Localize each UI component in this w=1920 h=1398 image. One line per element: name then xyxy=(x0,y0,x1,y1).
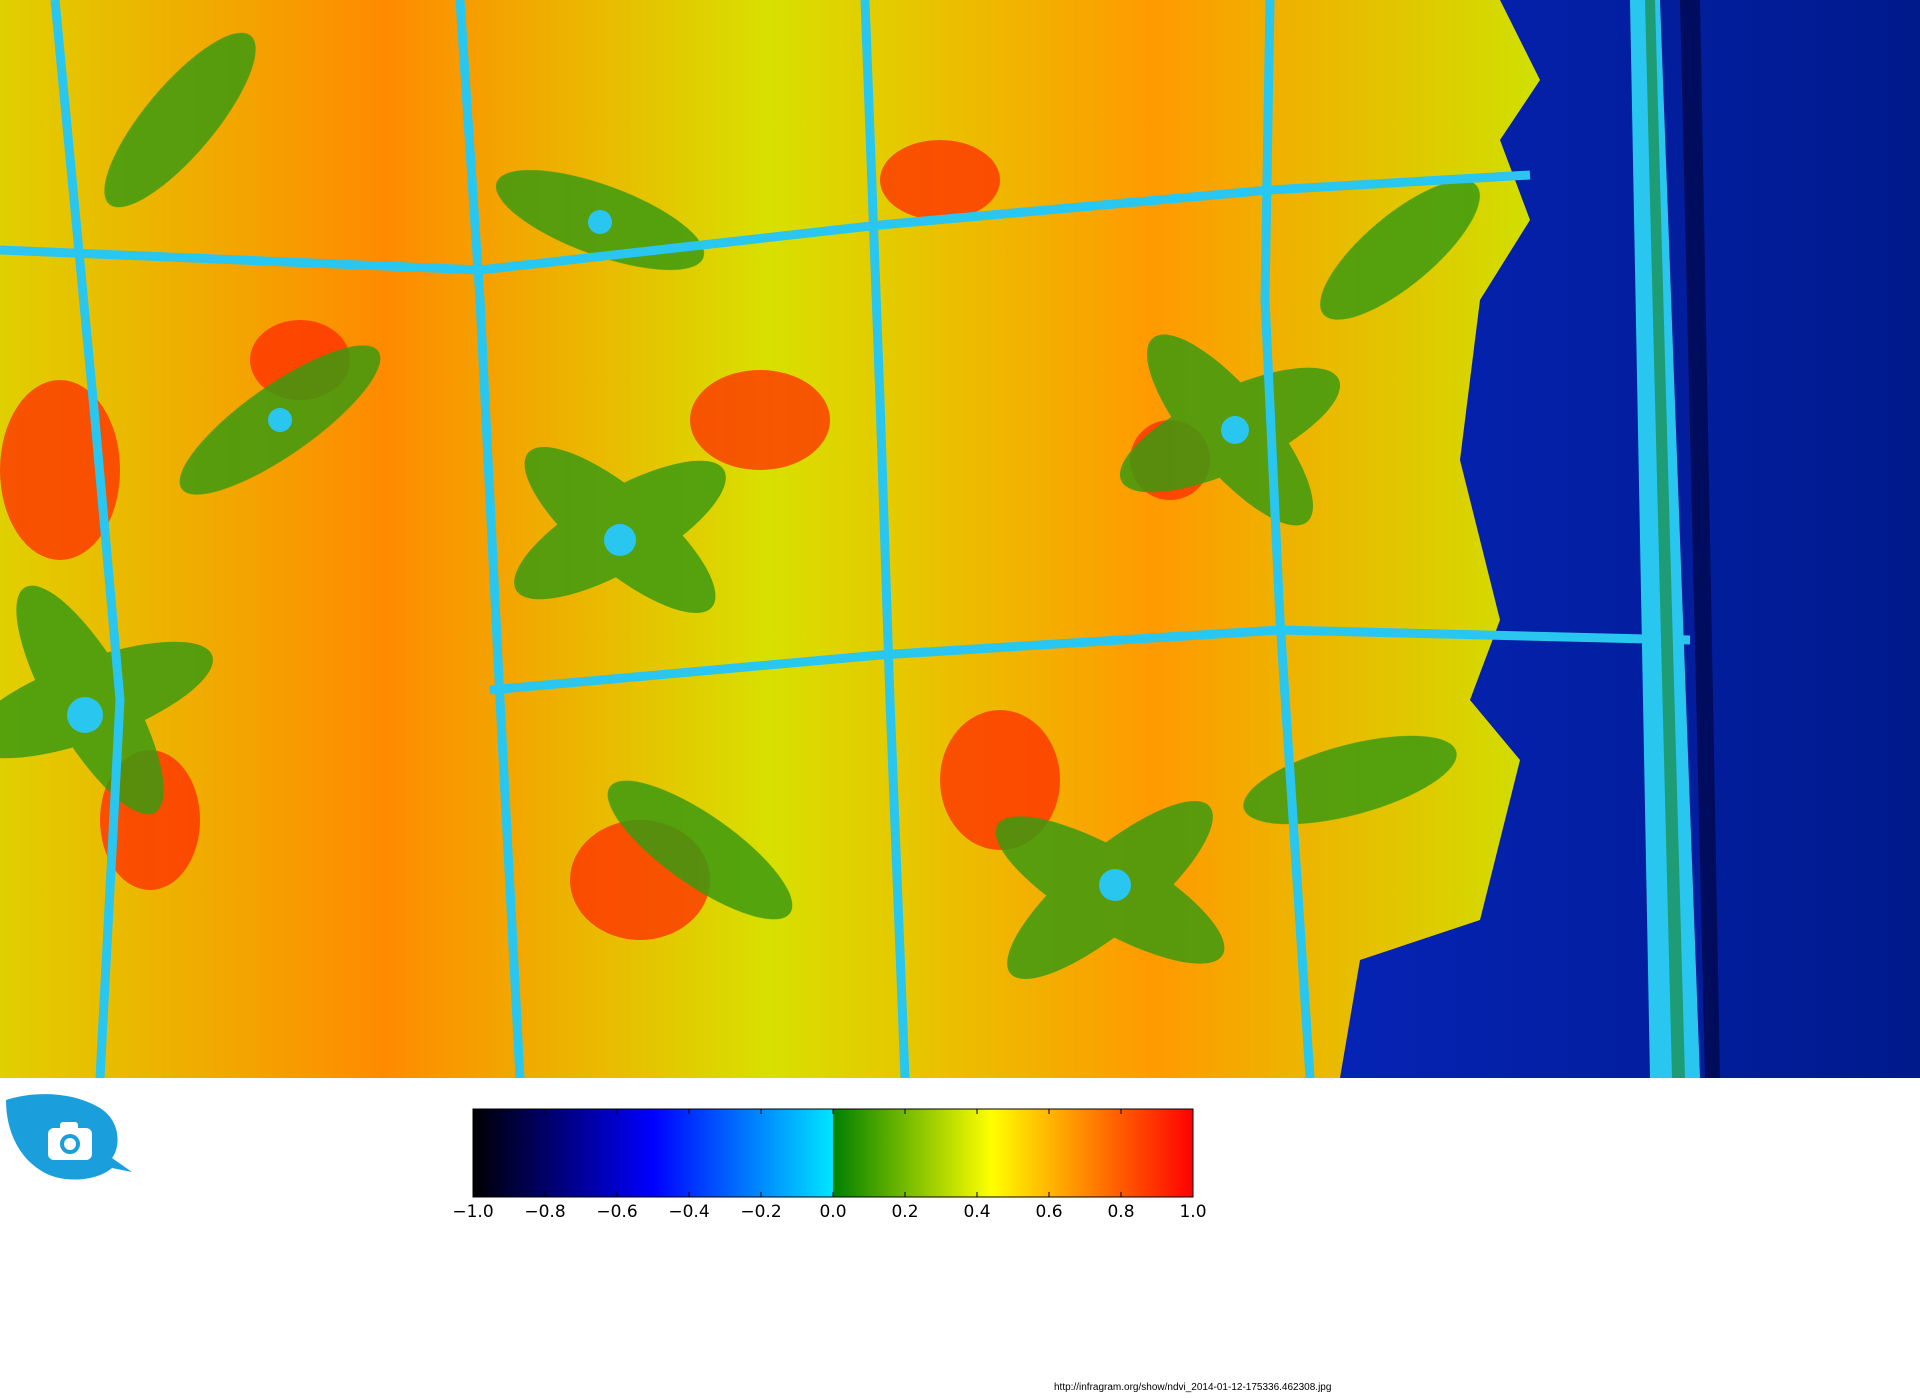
edge-shadow xyxy=(1680,0,1720,1078)
ndvi-photo-canvas xyxy=(0,0,1920,1078)
trellis-grid xyxy=(0,0,1691,1078)
infragram-logo xyxy=(0,1086,140,1194)
colorbar-tick-label: 0.2 xyxy=(891,1202,919,1222)
plant-centers xyxy=(67,210,1249,901)
colorbar-tick-label: 0.0 xyxy=(819,1202,847,1222)
colorbar-ticks xyxy=(472,1109,1194,1197)
ndvi-colorbar: −1.0 −0.8 −0.6 −0.4 −0.2 0.0 0.2 0.4 0.6 0.8 1.0 xyxy=(452,1108,1207,1222)
colorbar-tick-label: −0.8 xyxy=(524,1202,566,1222)
colorbar-tick-label: 0.4 xyxy=(963,1202,991,1222)
ndvi-photo xyxy=(0,0,1920,1078)
colorbar-tick-label: 0.8 xyxy=(1107,1202,1135,1222)
colorbar-gradient xyxy=(472,1108,1194,1198)
colorbar-canvas xyxy=(472,1108,1194,1198)
colorbar-tick-labels: −1.0 −0.8 −0.6 −0.4 −0.2 0.0 0.2 0.4 0.6 0.8 1.0 xyxy=(452,1202,1206,1222)
colorbar-tick-label: 0.6 xyxy=(1035,1202,1063,1222)
colorbar-tick-label: −0.6 xyxy=(596,1202,638,1222)
colorbar-tick-label: 1.0 xyxy=(1179,1202,1207,1222)
colorbar-tick-label: −0.2 xyxy=(740,1202,782,1222)
camera-leaf-icon xyxy=(6,1094,132,1180)
edge-band-inner xyxy=(1645,0,1685,1078)
colorbar-tick-label: −0.4 xyxy=(668,1202,710,1222)
source-url[interactable]: http://infragram.org/show/ndvi_2014-01-1… xyxy=(1054,1382,1332,1393)
colorbar-tick-label: −1.0 xyxy=(452,1202,494,1222)
